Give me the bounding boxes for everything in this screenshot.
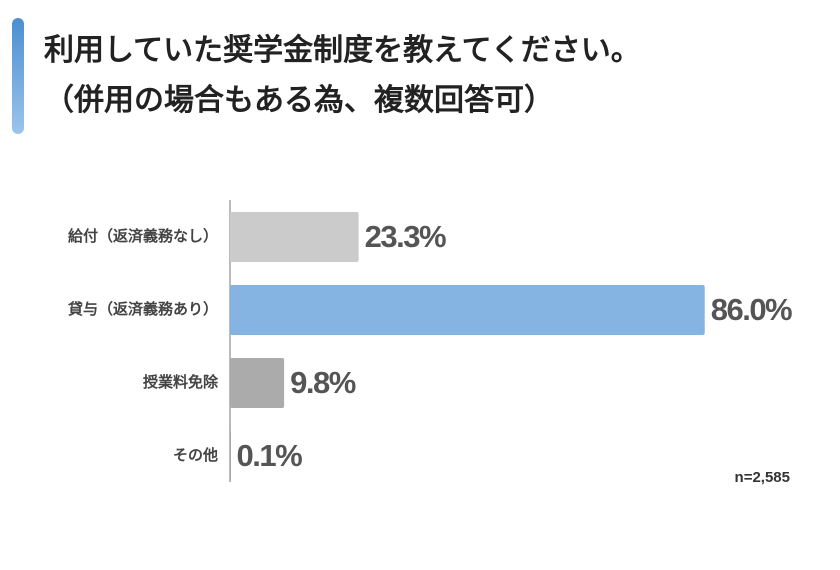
bar	[230, 431, 231, 481]
category-label: 授業料免除	[143, 373, 219, 391]
chart-title: 利用していた奨学金制度を教えてください。	[44, 33, 641, 67]
value-label: 86.0%	[711, 292, 792, 327]
chart-subtitle: （併用の場合もある為、複数回答可）	[44, 83, 554, 117]
category-label: 給付（返済義務なし）	[68, 227, 218, 245]
value-label: 23.3%	[365, 219, 446, 254]
sample-size: n=2,585	[735, 469, 790, 486]
category-label: 貸与（返済義務あり）	[68, 300, 218, 318]
value-label: 9.8%	[290, 365, 356, 400]
value-label: 0.1%	[237, 438, 303, 473]
bar	[230, 358, 285, 408]
bar	[230, 212, 359, 262]
title-accent	[12, 18, 24, 134]
bar	[230, 285, 705, 335]
category-label: その他	[173, 446, 218, 464]
